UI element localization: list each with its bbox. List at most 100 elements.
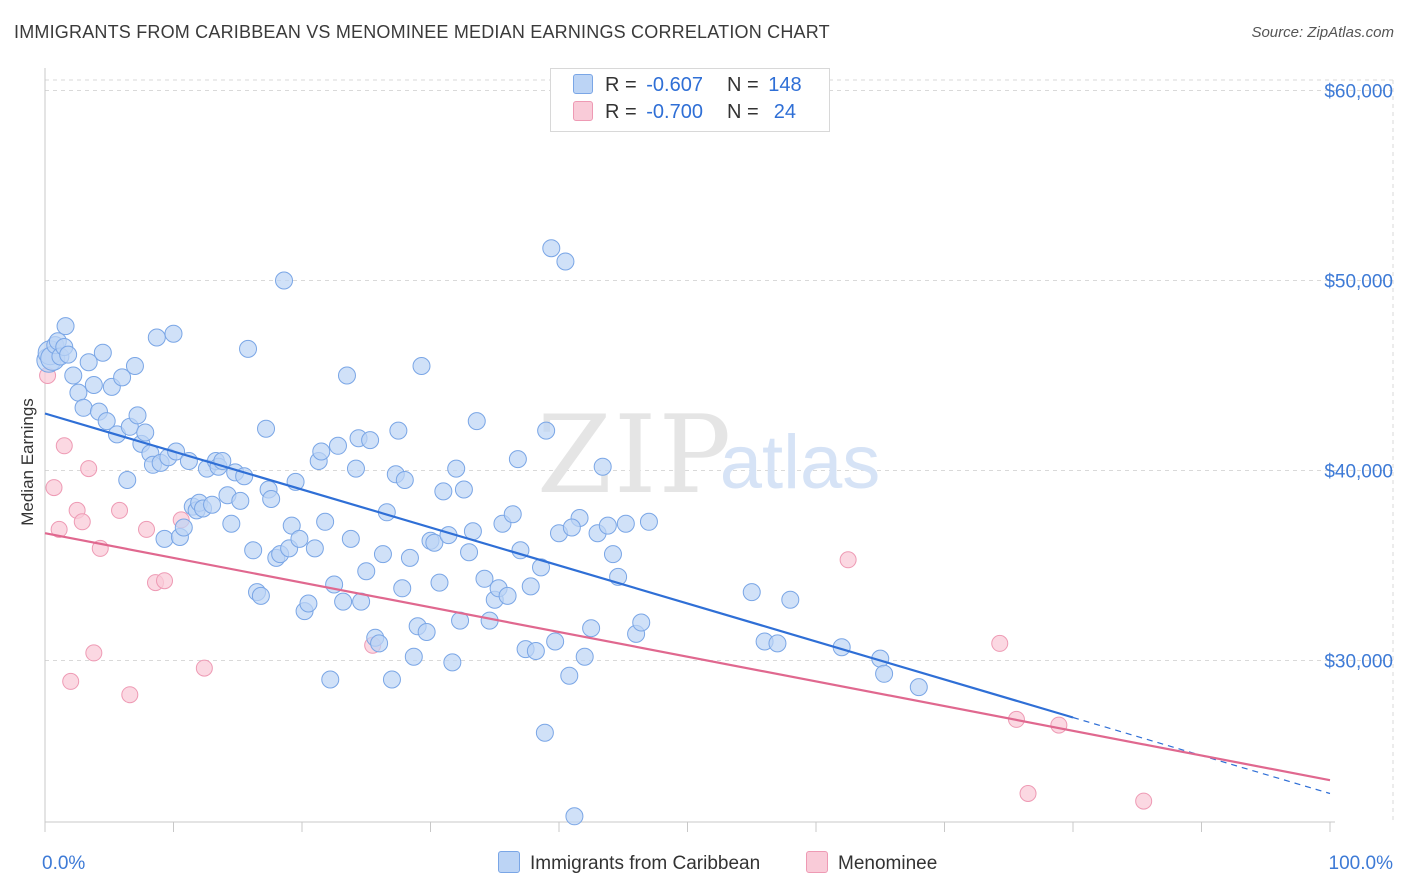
caribbean-point bbox=[321, 670, 340, 689]
watermark: ZIP atlas bbox=[537, 393, 880, 518]
caribbean-point bbox=[164, 324, 183, 343]
menominee-point bbox=[195, 659, 213, 677]
menominee-point bbox=[45, 479, 63, 497]
legend-swatch-blue bbox=[573, 74, 593, 94]
legend-row-caribbean: R = -0.607 N = 148 bbox=[573, 74, 802, 100]
y-tick-label: $40,000 bbox=[1324, 462, 1393, 483]
caribbean-point bbox=[357, 562, 376, 581]
caribbean-point bbox=[400, 548, 419, 567]
menominee-point bbox=[991, 634, 1009, 652]
bottom-legend-swatch-blue bbox=[498, 851, 520, 873]
caribbean-point bbox=[467, 412, 486, 431]
caribbean-point bbox=[909, 678, 928, 697]
caribbean-point bbox=[639, 512, 658, 531]
caribbean-point bbox=[875, 664, 894, 683]
caribbean-point bbox=[147, 328, 166, 347]
caribbean-point bbox=[136, 423, 155, 442]
caribbean-point bbox=[535, 723, 554, 742]
x-tick-label: 100.0% bbox=[1329, 853, 1394, 874]
caribbean-point bbox=[337, 366, 356, 385]
caribbean-point bbox=[616, 514, 635, 533]
watermark-zip: ZIP bbox=[537, 393, 733, 518]
y-tick-label: $30,000 bbox=[1324, 652, 1393, 673]
caribbean-point bbox=[781, 590, 800, 609]
caribbean-point bbox=[69, 383, 88, 402]
caribbean-point bbox=[262, 490, 281, 508]
y-axis-label: Median Earnings bbox=[18, 398, 37, 526]
menominee-point bbox=[1050, 716, 1068, 734]
y-tick-label: $60,000 bbox=[1324, 82, 1393, 103]
caribbean-point bbox=[174, 518, 193, 537]
caribbean-point bbox=[447, 459, 466, 478]
menominee-trend-line bbox=[44, 532, 1331, 782]
caribbean-point bbox=[97, 412, 116, 431]
caribbean-point bbox=[460, 543, 479, 562]
caribbean-point bbox=[328, 436, 347, 455]
menominee-point bbox=[111, 501, 129, 519]
legend-r-label: R = bbox=[605, 74, 643, 96]
caribbean-point bbox=[257, 419, 276, 438]
caribbean-point bbox=[575, 647, 594, 666]
menominee-point bbox=[85, 644, 103, 662]
caribbean-point bbox=[56, 317, 75, 336]
legend-row-menominee: R = -0.700 N = 24 bbox=[573, 101, 796, 127]
caribbean-point bbox=[498, 586, 517, 605]
caribbean-point bbox=[222, 514, 241, 533]
caribbean-point bbox=[373, 545, 392, 564]
caribbean-point bbox=[521, 577, 540, 596]
legend-n-label: N = bbox=[726, 74, 765, 96]
caribbean-point bbox=[290, 529, 309, 548]
caribbean-point bbox=[341, 529, 360, 548]
caribbean-point bbox=[231, 491, 250, 510]
chart-title: IMMIGRANTS FROM CARIBBEAN VS MENOMINEE M… bbox=[14, 22, 830, 42]
bottom-legend-label: Menominee bbox=[838, 853, 938, 874]
caribbean-point bbox=[556, 252, 575, 271]
caribbean-point bbox=[475, 569, 494, 588]
caribbean-point bbox=[742, 583, 761, 602]
bottom-legend-label: Immigrants from Caribbean bbox=[530, 853, 761, 874]
caribbean-point bbox=[74, 398, 93, 417]
caribbean-point bbox=[346, 459, 365, 478]
legend-n-value: 148 bbox=[768, 74, 802, 96]
caribbean-point bbox=[389, 421, 408, 440]
caribbean-point bbox=[434, 482, 453, 501]
caribbean-point bbox=[537, 421, 556, 440]
caribbean-point bbox=[593, 457, 612, 476]
caribbean-point bbox=[59, 345, 78, 364]
caribbean-point bbox=[404, 647, 423, 666]
menominee-point bbox=[156, 572, 174, 590]
caribbean-point bbox=[395, 471, 414, 489]
legend-r-value: -0.700 bbox=[646, 101, 703, 123]
y-tick-label: $50,000 bbox=[1324, 272, 1393, 293]
legend-n-label: N = bbox=[726, 101, 765, 123]
caribbean-point bbox=[64, 366, 83, 385]
caribbean-point bbox=[768, 634, 787, 653]
caribbean-point bbox=[546, 632, 565, 651]
menominee-point bbox=[839, 551, 857, 569]
caribbean-point bbox=[113, 368, 132, 387]
caribbean-point bbox=[275, 271, 294, 290]
caribbean-point bbox=[312, 442, 331, 461]
bottom-legend-caribbean: Immigrants from Caribbean bbox=[498, 851, 760, 875]
bottom-legend: Immigrants from Caribbean Menominee bbox=[0, 851, 1406, 879]
caribbean-point bbox=[532, 558, 551, 577]
caribbean-point bbox=[382, 670, 401, 689]
caribbean-point bbox=[93, 343, 112, 362]
caribbean-point bbox=[508, 450, 527, 469]
menominee-points bbox=[39, 367, 1153, 810]
menominee-point bbox=[1019, 785, 1037, 802]
bottom-legend-menominee: Menominee bbox=[806, 851, 937, 875]
trend-lines bbox=[44, 412, 1331, 795]
caribbean-point bbox=[430, 573, 449, 592]
caribbean-point bbox=[79, 353, 98, 372]
caribbean-point bbox=[305, 539, 324, 558]
axes bbox=[44, 68, 1335, 832]
caribbean-point bbox=[155, 529, 174, 548]
caribbean-point bbox=[565, 807, 584, 826]
caribbean-point bbox=[562, 518, 581, 537]
caribbean-point bbox=[361, 431, 380, 450]
caribbean-point bbox=[526, 642, 545, 660]
source-credit: Source: ZipAtlas.com bbox=[1251, 24, 1394, 41]
caribbean-point bbox=[84, 376, 103, 394]
